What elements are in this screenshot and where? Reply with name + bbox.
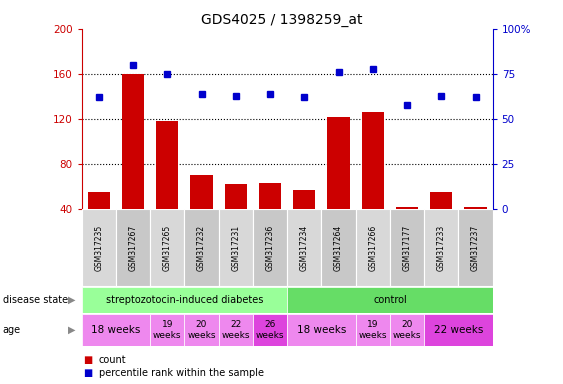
Text: ▶: ▶ <box>68 325 76 335</box>
Bar <box>327 117 350 255</box>
Text: GSM317232: GSM317232 <box>197 225 206 271</box>
Text: GSM317233: GSM317233 <box>437 225 446 271</box>
FancyBboxPatch shape <box>458 209 493 286</box>
Text: GSM317177: GSM317177 <box>403 225 412 271</box>
FancyBboxPatch shape <box>185 314 218 346</box>
Bar <box>464 207 486 255</box>
Bar <box>88 192 110 255</box>
Bar <box>122 74 144 255</box>
Text: 22 weeks: 22 weeks <box>434 325 483 335</box>
Text: 19
weeks: 19 weeks <box>359 320 387 339</box>
Bar <box>225 184 247 255</box>
Bar <box>190 175 213 255</box>
Text: disease state: disease state <box>3 295 68 305</box>
Bar <box>259 183 281 255</box>
Text: 20
weeks: 20 weeks <box>187 320 216 339</box>
FancyBboxPatch shape <box>218 314 253 346</box>
FancyBboxPatch shape <box>82 209 116 286</box>
Text: GSM317266: GSM317266 <box>368 225 377 271</box>
Bar <box>156 121 178 255</box>
Text: 22
weeks: 22 weeks <box>221 320 250 339</box>
Text: GSM317267: GSM317267 <box>128 225 137 271</box>
FancyBboxPatch shape <box>150 314 185 346</box>
FancyBboxPatch shape <box>253 314 287 346</box>
Text: percentile rank within the sample: percentile rank within the sample <box>99 368 263 378</box>
FancyBboxPatch shape <box>287 314 356 346</box>
FancyBboxPatch shape <box>82 287 287 313</box>
Text: GSM317265: GSM317265 <box>163 225 172 271</box>
FancyBboxPatch shape <box>287 287 493 313</box>
Bar <box>361 112 384 255</box>
Text: age: age <box>3 325 21 335</box>
FancyBboxPatch shape <box>116 209 150 286</box>
Text: GSM317234: GSM317234 <box>300 225 309 271</box>
FancyBboxPatch shape <box>356 314 390 346</box>
Bar <box>430 192 453 255</box>
Text: count: count <box>99 355 126 365</box>
Text: 19
weeks: 19 weeks <box>153 320 181 339</box>
FancyBboxPatch shape <box>185 209 218 286</box>
FancyBboxPatch shape <box>150 209 185 286</box>
Text: GSM317236: GSM317236 <box>266 225 275 271</box>
Text: GDS4025 / 1398259_at: GDS4025 / 1398259_at <box>201 13 362 27</box>
Bar <box>293 190 315 255</box>
Text: ■: ■ <box>83 355 92 365</box>
Text: GSM317237: GSM317237 <box>471 225 480 271</box>
FancyBboxPatch shape <box>424 314 493 346</box>
Text: 20
weeks: 20 weeks <box>393 320 421 339</box>
FancyBboxPatch shape <box>82 314 150 346</box>
FancyBboxPatch shape <box>424 209 458 286</box>
Bar <box>396 207 418 255</box>
FancyBboxPatch shape <box>390 209 424 286</box>
Text: 18 weeks: 18 weeks <box>91 325 141 335</box>
FancyBboxPatch shape <box>390 314 424 346</box>
FancyBboxPatch shape <box>287 209 321 286</box>
Text: GSM317231: GSM317231 <box>231 225 240 271</box>
FancyBboxPatch shape <box>321 209 356 286</box>
Text: GSM317235: GSM317235 <box>94 225 103 271</box>
FancyBboxPatch shape <box>218 209 253 286</box>
Text: GSM317264: GSM317264 <box>334 225 343 271</box>
Text: control: control <box>373 295 406 305</box>
Text: 18 weeks: 18 weeks <box>297 325 346 335</box>
FancyBboxPatch shape <box>253 209 287 286</box>
Text: streptozotocin-induced diabetes: streptozotocin-induced diabetes <box>106 295 263 305</box>
Text: ■: ■ <box>83 368 92 378</box>
FancyBboxPatch shape <box>356 209 390 286</box>
Text: ▶: ▶ <box>68 295 76 305</box>
Text: 26
weeks: 26 weeks <box>256 320 284 339</box>
